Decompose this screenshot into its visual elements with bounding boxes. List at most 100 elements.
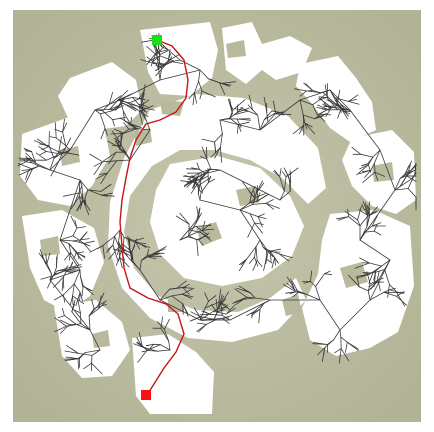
tree-edge [69,262,73,270]
tree-edge [256,193,266,198]
tree-edge [287,176,292,184]
tree-edge [388,287,396,291]
tree-edge [200,232,212,241]
tree-edge [156,349,171,352]
tree-edge [63,270,73,274]
tree-edge [153,248,166,254]
tree-edge [112,117,126,121]
tree-edge [196,206,200,219]
tree-edge [213,311,218,320]
tree-edge [159,288,171,301]
tree-edge [366,204,370,217]
tree-edge [283,176,287,192]
tree-edge [137,349,148,363]
tree-edge [334,97,349,102]
tree-edge [150,52,157,67]
tree-edge [377,269,386,281]
tree-edge [399,174,408,187]
tree-edge [247,110,259,116]
tree-edge [196,162,200,170]
tree-edge [371,222,382,227]
tree-edge [146,46,157,56]
tree-edge [82,285,94,296]
tree-edge [185,168,200,170]
tree-edge [188,225,197,231]
tree-edge [249,213,259,218]
tree-edge [156,46,165,55]
tree-edge [247,104,254,111]
tree-edge [138,331,143,348]
tree-edge [64,358,80,360]
tree-edge [108,92,113,105]
tree-edge [17,159,31,167]
tree-edge [75,252,86,258]
tree-edge [347,208,349,218]
tree-edge [194,80,200,93]
tree-edge [87,189,102,196]
tree-edge [91,349,101,356]
tree-edge [89,245,104,253]
tree-edge [116,128,130,139]
tree-edge [91,362,103,375]
tree-edge [188,92,195,100]
tree-edge [407,188,417,198]
tree-edge [234,296,248,306]
tree-edge [45,151,62,155]
tree-edge [198,80,203,92]
tree-edge [209,168,221,171]
tree-edge [119,117,132,125]
tree-edge [84,349,101,354]
tree-edge [123,110,131,125]
tree-edge [119,135,122,149]
tree-edge [119,99,124,112]
rrt-tree [17,32,417,375]
tree-edge [271,110,283,114]
tree-edge [236,124,239,134]
tree-edge [282,284,297,293]
tree-edge [77,358,79,370]
tree-edge [239,209,261,241]
tree-edge [202,223,212,231]
tree-edge [279,190,291,201]
tree-edge [117,246,120,256]
tree-edge [48,145,55,159]
tree-edge [182,287,190,295]
tree-edge [39,151,47,156]
tree-edge [304,122,313,128]
tree-edge [119,256,123,269]
tree-edge [89,329,101,351]
tree-edge [181,293,194,298]
tree-edge [315,273,325,287]
tree-edge [193,172,200,187]
tree-edge [274,169,281,178]
tree-edge [196,239,199,257]
tree-edge [83,362,92,370]
tree-edge [83,242,91,252]
tree-edge [190,180,201,194]
tree-edge [158,69,161,81]
tree-edge [292,291,299,298]
tree-edge [253,302,265,313]
tree-edge [123,110,125,121]
tree-edge [374,171,379,181]
tree-edge [119,97,134,101]
tree-edge [53,270,65,276]
tree-edge [88,307,100,317]
tree-edge [199,168,210,182]
tree-edge [78,241,89,246]
tree-edge [259,119,265,131]
tree-edge [265,258,273,264]
tree-edge [130,103,142,108]
tree-edge [201,138,215,143]
tree-edge [324,339,334,348]
tree-edge [136,342,148,351]
tree-edge [258,308,261,324]
tree-edge [197,323,207,333]
tree-edge [259,239,264,248]
tree-edge [396,292,406,307]
tree-edge [78,195,82,206]
tree-edge [79,232,87,241]
tree-edge [64,350,79,354]
tree-edge [72,227,78,237]
tree-edge [199,156,208,160]
